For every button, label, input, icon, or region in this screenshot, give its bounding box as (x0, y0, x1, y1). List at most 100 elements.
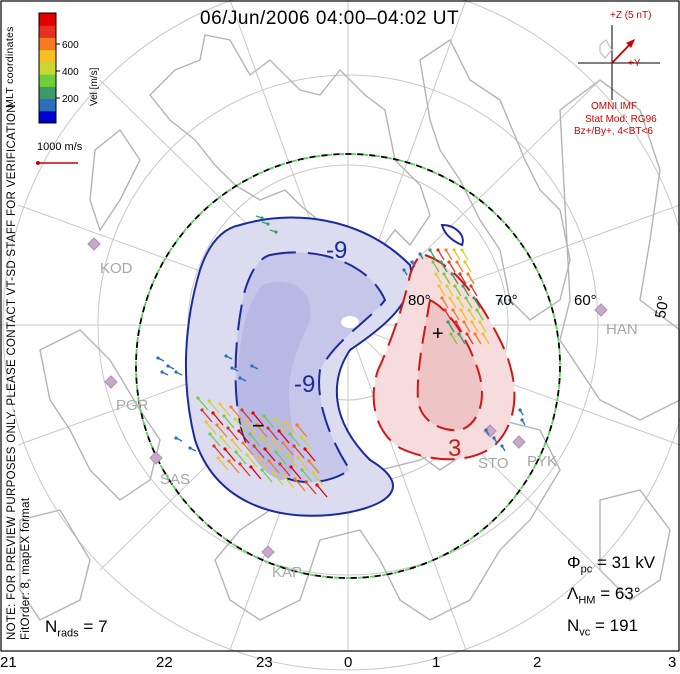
velocity-vector (231, 439, 243, 453)
velocity-vector (271, 439, 283, 453)
velocity-vector (452, 309, 460, 321)
velocity-vector (272, 472, 284, 486)
velocity-vector (261, 469, 273, 483)
vector-origin (445, 284, 449, 288)
vector-origin (166, 364, 170, 368)
velocity-vector (278, 430, 290, 444)
velocity-vector (201, 409, 213, 423)
vector-origin (284, 420, 288, 424)
vector-origin (250, 364, 254, 368)
lat-label-50: 50° (652, 294, 673, 319)
vector-origin (255, 423, 259, 427)
station-label-pyk: PYK (527, 453, 557, 470)
vector-origin (443, 308, 447, 312)
velocity-vector (217, 457, 229, 471)
vector-origin (160, 370, 164, 374)
vector-origin (288, 432, 292, 436)
vector-origin (223, 447, 227, 451)
hm-boundary (135, 153, 561, 579)
coordinate-system-label: MLT coordinates (4, 26, 16, 108)
lat-label-80: 80° (408, 292, 431, 309)
velocity-vector (473, 297, 481, 309)
velocity-vector (448, 261, 456, 273)
vector-origin (238, 462, 242, 466)
vector-origin (260, 468, 264, 472)
vector-origin (498, 298, 502, 302)
velocity-vector (246, 454, 258, 468)
vector-origin (455, 260, 459, 264)
vector-origin (307, 459, 311, 463)
vector-origin (500, 444, 504, 448)
vector-origin (211, 411, 215, 415)
vector-origin (251, 411, 255, 415)
colorbar-segment (39, 13, 56, 26)
velocity-vector (445, 249, 453, 261)
velocity-vector (285, 421, 297, 435)
vector-origin (174, 370, 178, 374)
colorbar-segment (39, 61, 56, 75)
velocity-vector (476, 309, 484, 321)
velocity-vector (446, 285, 454, 297)
coastlines (19, 34, 680, 621)
vector-origin (296, 456, 300, 460)
mlt-label-2: 2 (533, 654, 542, 671)
vector-origin (200, 408, 204, 412)
negative-potential-cell (184, 216, 413, 517)
imf-dial (578, 25, 660, 100)
velocity-vector (297, 457, 309, 471)
velocity-vector (449, 297, 457, 309)
station-label-han: HAN (606, 321, 638, 338)
velocity-vector (474, 333, 482, 345)
vector-origin (266, 426, 270, 430)
velocity-vector (209, 433, 221, 447)
velocity-vector (464, 261, 472, 273)
velocity-vector (212, 412, 224, 426)
vector-origin (274, 230, 278, 234)
velocity-vector (263, 415, 275, 429)
vector-origin (478, 320, 482, 324)
hm-boundary-latitude: ΛHM = 63° (567, 584, 641, 607)
vector-origin (174, 436, 178, 440)
vector-origin (196, 396, 200, 400)
velocity-vector (300, 436, 312, 450)
vector-origin (447, 260, 451, 264)
vector-origin (277, 429, 281, 433)
vector-origin (241, 441, 245, 445)
velocity-vector (260, 436, 272, 450)
velocity-vector (453, 249, 461, 261)
vector-origin (466, 272, 470, 276)
velocity-vector (234, 418, 246, 432)
velocity-vector (290, 466, 302, 480)
vector-origin (262, 414, 266, 418)
potential-max-marker: + (432, 323, 444, 345)
velocity-vector (220, 436, 232, 450)
colorbar-segment (39, 110, 56, 124)
vector-count: Nvc = 191 (567, 616, 639, 639)
vector-origin (289, 465, 293, 469)
mlt-label-3: 3 (668, 654, 677, 671)
velocity-vector (294, 478, 306, 492)
radar-count: Nrads = 7 (45, 617, 108, 640)
velocity-vector (257, 457, 269, 471)
vector-origin (436, 248, 440, 252)
velocity-vector (455, 321, 463, 333)
vector-origin (282, 474, 286, 478)
velocity-vector (253, 445, 265, 459)
cross-polar-potential: Φpc = 31 kV (567, 553, 656, 576)
velocity-vector (443, 273, 451, 285)
vector-origin (259, 435, 263, 439)
velocity-vector (205, 421, 217, 435)
colorbar-tick-600: 600 (62, 40, 79, 51)
colorbar-segment (39, 25, 56, 38)
velocity-vector (296, 424, 308, 438)
vector-origin (248, 432, 252, 436)
vector-origin (451, 308, 455, 312)
vector-origin (293, 477, 297, 481)
vector-origin (452, 248, 456, 252)
vector-origin (222, 414, 226, 418)
vector-origin (278, 462, 282, 466)
preview-note: NOTE: FOR PREVIEW PURPOSES ONLY. PLEASE … (6, 100, 18, 640)
vector-origin (224, 354, 228, 358)
vector-origin (418, 252, 422, 256)
velocity-vector (289, 433, 301, 447)
